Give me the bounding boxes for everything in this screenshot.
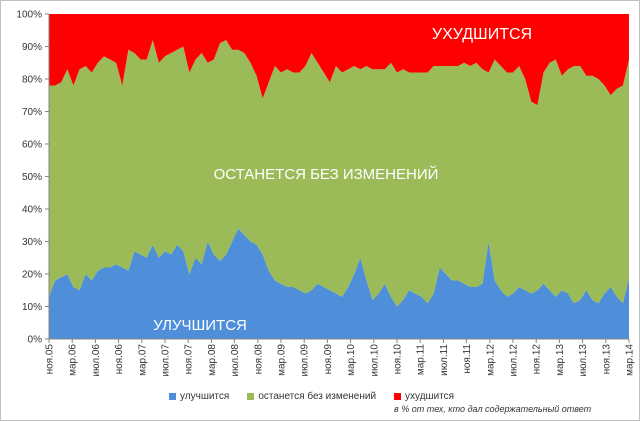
y-tick-label: 20% [22, 270, 42, 281]
x-tick-label: мар.10 [346, 344, 357, 376]
annotation-better: УЛУЧШИТСЯ [153, 317, 247, 334]
y-tick-labels: 0% 10% 20% 30% 40% 50% 60% 70% 80% 90% 100% [16, 10, 49, 346]
legend-swatch-worse [394, 393, 402, 400]
x-tick-label: мар.14 [625, 344, 636, 376]
x-tick-label: июл.12 [509, 344, 520, 377]
x-tick-label: мар.08 [207, 344, 218, 376]
area-better [49, 228, 629, 339]
area-layer [49, 14, 629, 339]
x-tick-label: мар.11 [416, 344, 427, 376]
y-tick-label: 100% [16, 10, 42, 21]
x-tick-label: ноя.05 [45, 344, 56, 375]
x-tick-label: июл.11 [439, 344, 450, 376]
x-tick-label: ноя.11 [462, 344, 473, 374]
x-tick-label: ноя.13 [601, 344, 612, 375]
x-tick-label: мар.06 [68, 344, 79, 376]
y-tick-label: 50% [22, 172, 42, 183]
x-tick-label: июл.08 [230, 344, 241, 377]
x-tick-label: мар.13 [555, 344, 566, 376]
area-unchanged [49, 40, 629, 307]
legend-item-worse: ухудшится [394, 391, 454, 402]
y-tick-label: 30% [22, 237, 42, 248]
y-tick-label: 80% [22, 75, 42, 86]
annotation-worse: УХУДШИТСЯ [432, 26, 532, 43]
y-tick-label: 70% [22, 107, 42, 118]
y-tick-label: 10% [22, 302, 42, 313]
x-tick-labels: ноя.05 мар.06 июл.06 ноя.06 мар.07 июл.07 ноя.… [45, 339, 636, 377]
x-tick-label: ноя.12 [532, 344, 543, 375]
legend-item-unchanged: останется без изменений [247, 391, 376, 402]
y-tick-label: 0% [28, 335, 43, 346]
legend-swatch-unchanged [247, 393, 255, 400]
legend-label-better: улучшится [180, 391, 230, 402]
chart-footnote: в % от тех, кто дал содержательный ответ [394, 404, 592, 414]
legend-swatch-better [169, 393, 176, 400]
x-tick-label: ноя.09 [323, 344, 334, 375]
x-tick-label: июл.06 [91, 344, 102, 377]
x-tick-label: ноя.08 [253, 344, 264, 375]
x-tick-label: ноя.07 [184, 344, 195, 375]
x-tick-label: июл.13 [578, 344, 589, 377]
x-tick-label: июл.07 [161, 344, 172, 377]
annotation-unchanged: ОСТАНЕТСЯ БЕЗ ИЗМЕНЕНИЙ [214, 165, 439, 183]
legend-item-better: улучшится [169, 391, 229, 402]
legend: улучшится останется без изменений ухудши… [169, 391, 472, 402]
x-tick-label: мар.09 [277, 344, 288, 376]
x-tick-label: мар.07 [137, 344, 148, 376]
x-tick-label: июл.10 [369, 344, 380, 377]
y-tick-label: 90% [22, 42, 42, 53]
x-tick-label: ноя.10 [393, 344, 404, 375]
legend-label-unchanged: останется без изменений [258, 391, 377, 402]
y-tick-label: 40% [22, 205, 42, 216]
legend-label-worse: ухудшится [405, 391, 455, 402]
y-tick-label: 60% [22, 140, 42, 151]
area-worse [49, 14, 629, 105]
x-tick-label: мар.12 [485, 344, 496, 376]
x-tick-label: ноя.06 [114, 344, 125, 375]
x-tick-label: июл.09 [300, 344, 311, 377]
